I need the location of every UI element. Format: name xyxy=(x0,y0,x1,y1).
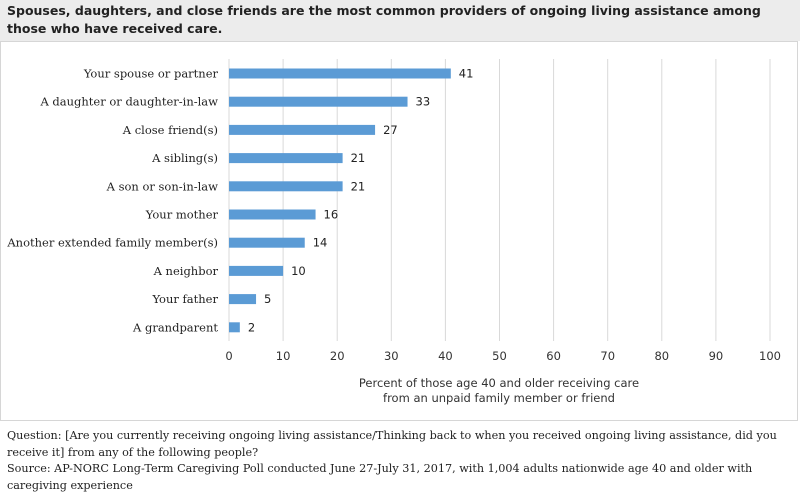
x-tick-label: 100 xyxy=(759,349,781,363)
x-tick-label: 40 xyxy=(438,349,453,363)
value-label: 2 xyxy=(248,320,255,334)
category-label: Your father xyxy=(151,292,218,306)
value-label: 21 xyxy=(351,179,366,193)
bar xyxy=(229,96,408,107)
footnotes: Question: [Are you currently receiving o… xyxy=(7,428,793,494)
bar xyxy=(229,124,376,135)
bar xyxy=(229,181,343,192)
x-tick-labels: 0 10 20 30 40 50 60 70 80 90 100 xyxy=(225,349,781,363)
bar xyxy=(229,237,305,248)
bar-chart: Your spouse or partner A daughter or daug… xyxy=(6,59,781,405)
x-tick-label: 60 xyxy=(546,349,561,363)
source-note: Source: AP-NORC Long-Term Caregiving Pol… xyxy=(7,462,753,492)
category-label: A close friend(s) xyxy=(122,123,218,137)
x-tick-label: 80 xyxy=(654,349,669,363)
category-label: Your spouse or partner xyxy=(83,67,219,81)
value-label: 14 xyxy=(313,236,328,250)
value-label: 16 xyxy=(324,208,339,222)
category-label: A sibling(s) xyxy=(151,151,218,165)
x-axis-label-line2: from an unpaid family member or friend xyxy=(383,391,615,405)
value-label: 21 xyxy=(351,151,366,165)
bar xyxy=(229,153,343,164)
category-label: A daughter or daughter-in-law xyxy=(39,95,218,109)
category-label: A son or son-in-law xyxy=(106,179,219,193)
x-tick-label: 50 xyxy=(492,349,507,363)
x-tick-label: 90 xyxy=(709,349,724,363)
x-tick-label: 20 xyxy=(330,349,345,363)
value-label: 10 xyxy=(291,264,306,278)
x-tick-label: 70 xyxy=(600,349,615,363)
bar xyxy=(229,265,284,276)
value-label: 33 xyxy=(416,95,431,109)
x-tick-label: 30 xyxy=(384,349,399,363)
bar xyxy=(229,68,451,79)
value-label: 41 xyxy=(459,67,474,81)
title-bar: Spouses, daughters, and close friends ar… xyxy=(0,0,800,41)
x-tick-label: 0 xyxy=(225,349,232,363)
value-labels: 41 33 27 21 21 16 14 10 52 xyxy=(248,67,474,335)
chart-frame xyxy=(0,41,798,421)
bar xyxy=(229,294,257,305)
bars xyxy=(229,68,451,333)
value-label: 5 xyxy=(264,292,271,306)
category-label: Your mother xyxy=(145,208,219,222)
value-label: 27 xyxy=(383,123,398,137)
bar xyxy=(229,209,316,220)
category-labels: Your spouse or partner A daughter or daug… xyxy=(6,67,218,335)
question-note: Question: [Are you currently receiving o… xyxy=(7,429,777,459)
category-label: A grandparent xyxy=(132,320,218,334)
bar xyxy=(229,322,240,333)
category-label: Another extended family member(s) xyxy=(6,236,218,250)
x-axis-label-line1: Percent of those age 40 and older receiv… xyxy=(359,376,639,390)
x-tick-label: 10 xyxy=(276,349,291,363)
category-label: A neighbor xyxy=(153,264,219,278)
chart-title: Spouses, daughters, and close friends ar… xyxy=(7,3,761,36)
